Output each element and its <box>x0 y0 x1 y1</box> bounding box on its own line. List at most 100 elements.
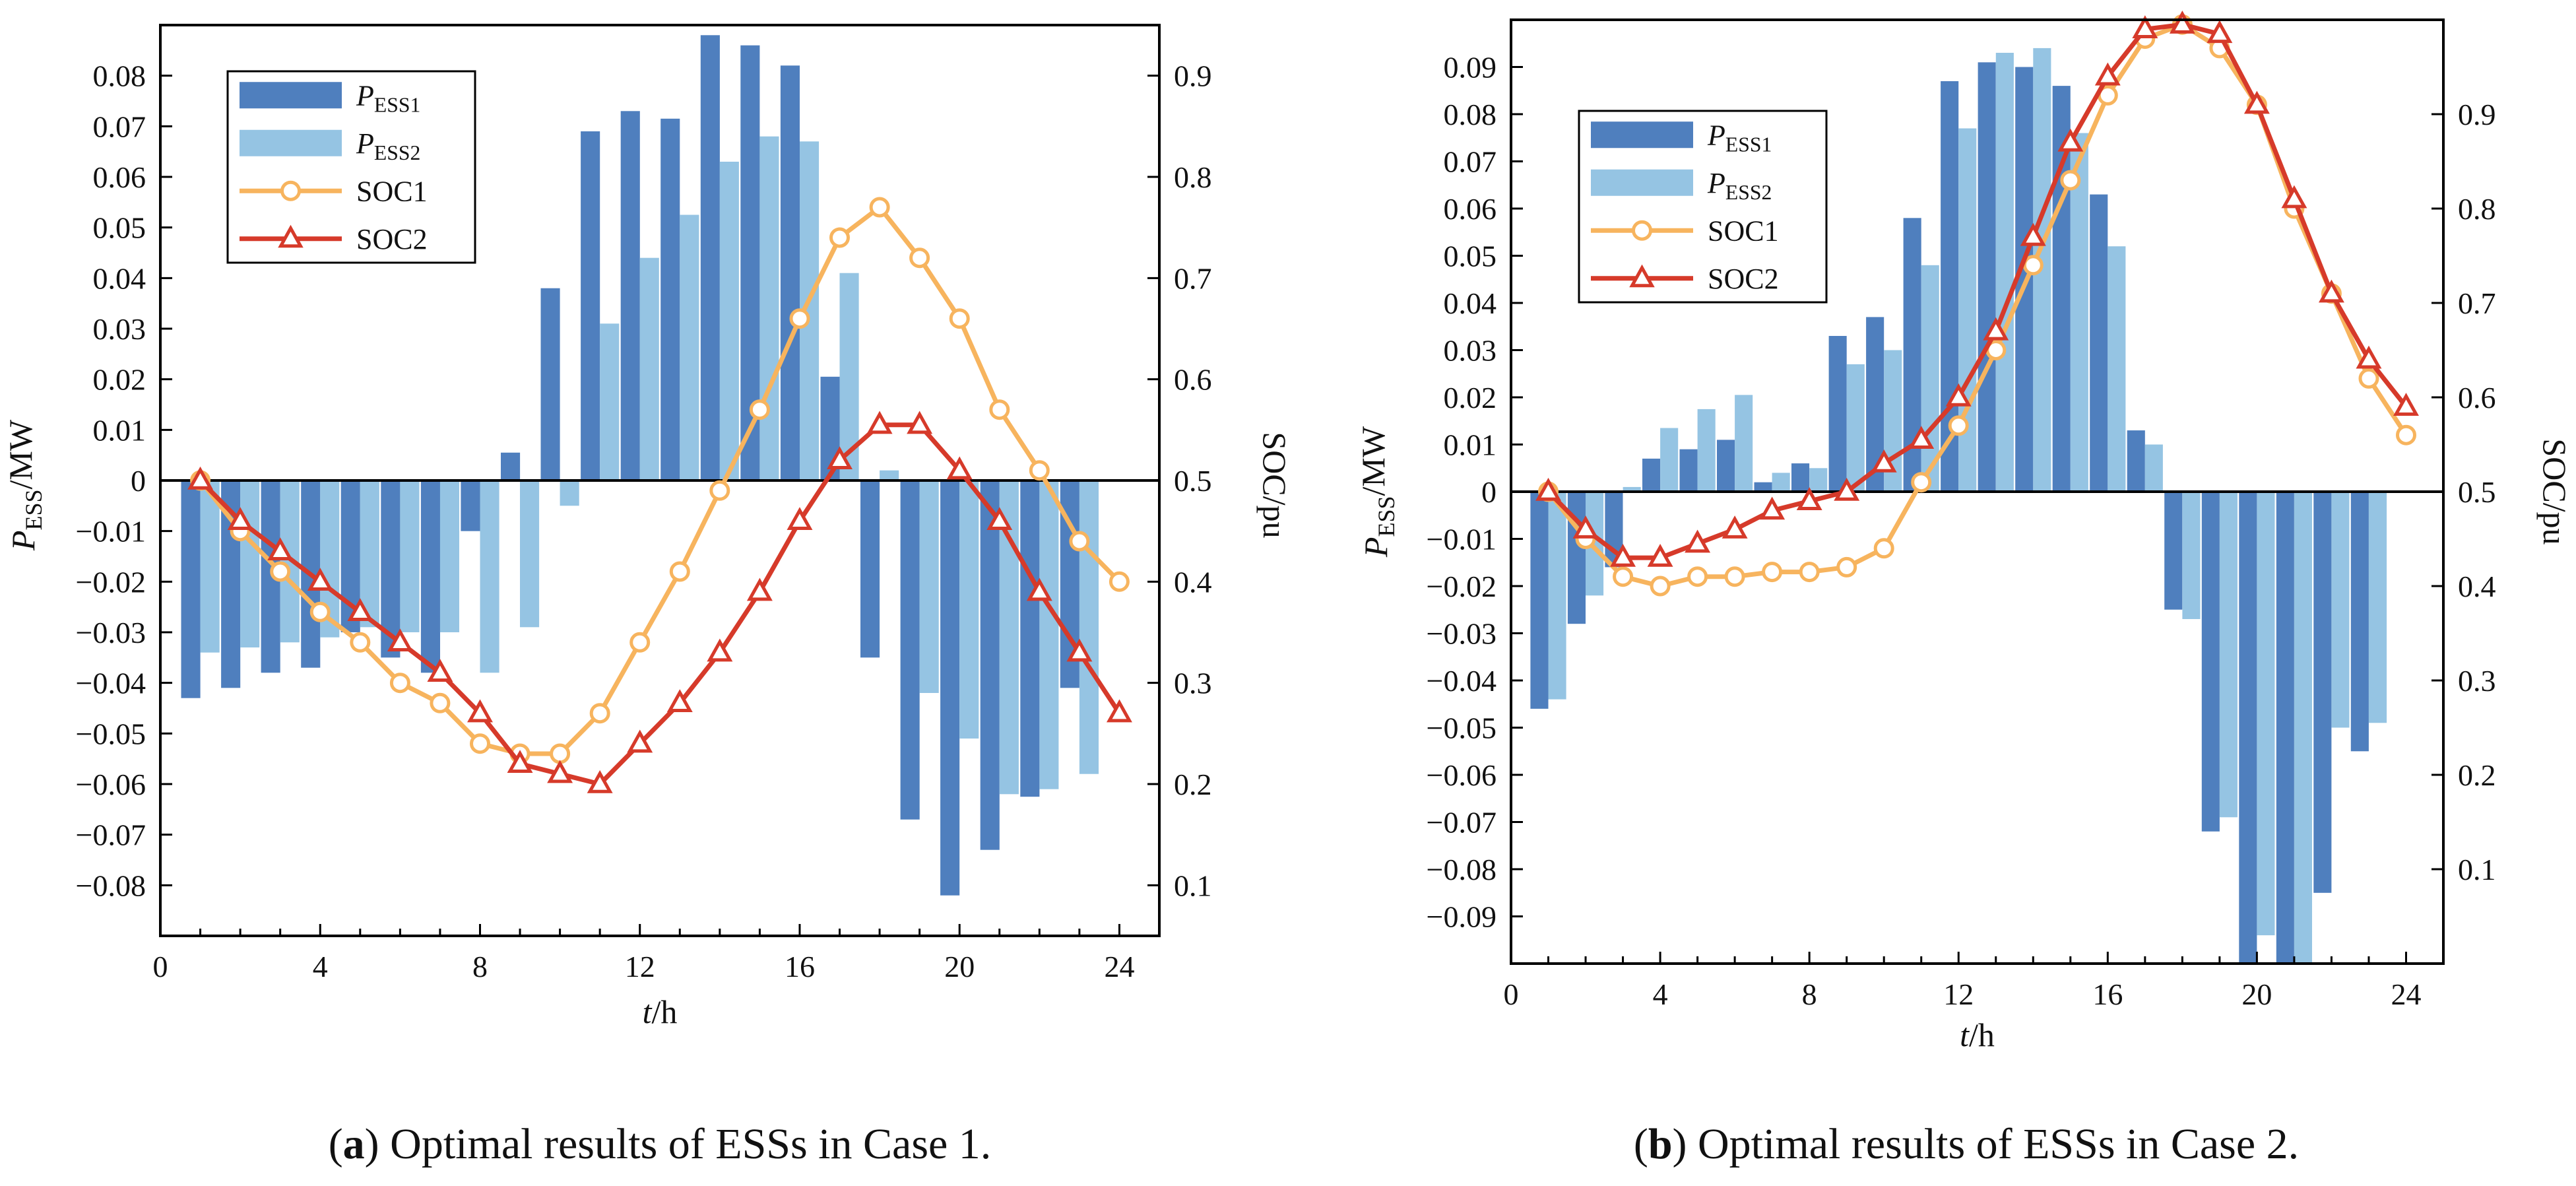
legend-label-pess2: PESS2 <box>1707 167 1772 204</box>
pess1-bar-6 <box>1717 440 1735 492</box>
y-right-tick-label: 0.4 <box>2458 570 2496 603</box>
pess2-bar-20 <box>959 480 979 739</box>
pess1-bar-10 <box>540 288 560 480</box>
soc1-point-3 <box>1613 566 1634 587</box>
pess1-bar-1 <box>181 480 201 698</box>
soc1-point-11 <box>1911 472 1932 493</box>
y-left-tick-label: 0.08 <box>93 59 146 93</box>
pess2-bar-19 <box>919 480 939 693</box>
pess1-bar-20 <box>940 480 960 896</box>
panel-a-caption: (a) Optimal results of ESSs in Case 1. <box>329 1120 992 1168</box>
legend-swatch-soc2 <box>1591 264 1693 288</box>
y-left-tick-label: −0.07 <box>1427 806 1497 840</box>
soc2-point-3 <box>1610 543 1636 567</box>
y-left-tick-label: 0.08 <box>1444 98 1497 131</box>
soc2-point-20 <box>946 456 973 480</box>
soc1-point-17 <box>829 227 850 248</box>
y-right-tick-label: 0.6 <box>1174 363 1212 397</box>
soc1-point-7 <box>1762 562 1783 583</box>
y-left-tick-label: −0.01 <box>1427 523 1497 556</box>
y-right-tick-label: 0.1 <box>2458 853 2496 886</box>
y-left-tick-label: 0.04 <box>93 261 146 295</box>
soc1-point-14 <box>709 480 730 501</box>
pess1-bar-1 <box>1530 492 1549 709</box>
pess1-bar-8 <box>461 480 480 531</box>
soc1-point-6 <box>1724 566 1745 587</box>
x-tick-label: 8 <box>472 950 488 983</box>
panel-a-x-axis-label: t/h <box>643 993 678 1030</box>
y-left-tick-label: −0.08 <box>76 869 146 902</box>
legend-label-soc1: SOC1 <box>356 175 428 207</box>
y-left-tick-label: −0.07 <box>76 818 146 852</box>
panel-a-chart: 0.08 0.07 0.06 0.05 0.04 0.03 0.02 0.01 0 −0.01 −0… <box>2 24 1293 1030</box>
legend-label-soc2: SOC2 <box>356 223 428 255</box>
pess1-bar-7 <box>420 480 440 673</box>
soc2-point-19 <box>2206 20 2233 44</box>
y-right-tick-label: 0.8 <box>2458 192 2496 226</box>
y-left-tick-label: 0.09 <box>1444 51 1497 84</box>
panel-a-y-axis-left-label: PESS/MW <box>2 419 47 551</box>
y-right-tick-label: 0.2 <box>2458 758 2496 792</box>
soc1-point-8 <box>470 733 490 754</box>
y-right-tick-label: 0.3 <box>2458 664 2496 698</box>
legend-label-pess1: PESS1 <box>356 79 420 116</box>
soc2-point-13 <box>1983 317 2009 341</box>
soc2-point-17 <box>827 446 853 470</box>
pess1-bar-18 <box>860 480 880 658</box>
pess2-bar-4 <box>1660 428 1679 492</box>
panel-a-caption-letter: a <box>343 1120 365 1168</box>
soc2-point-5 <box>347 598 373 622</box>
pess1-bar-12 <box>620 111 640 481</box>
pess1-bar-20 <box>2239 492 2257 964</box>
soc2-point-9 <box>507 750 533 774</box>
pess2-bar-18 <box>880 470 899 480</box>
pess2-bar-16 <box>2108 246 2126 492</box>
pess2-bar-13 <box>1995 53 2014 492</box>
pess1-bar-19 <box>2201 492 2220 832</box>
soc2-point-11 <box>587 770 613 793</box>
soc1-point-4 <box>1650 576 1671 597</box>
soc2-point-18 <box>866 411 893 434</box>
soc2-point-5 <box>1685 529 1711 553</box>
pess2-bar-2 <box>240 480 260 647</box>
pess2-bar-15 <box>759 136 779 480</box>
soc2-point-10 <box>547 760 573 783</box>
soc2-point-21 <box>2281 185 2307 209</box>
soc2-point-8 <box>1796 487 1822 510</box>
soc2-point-4 <box>307 568 333 591</box>
soc1-point-10 <box>550 743 571 764</box>
soc2-point-23 <box>2356 345 2382 369</box>
y-left-tick-label: −0.04 <box>76 667 146 700</box>
pess1-bar-16 <box>780 65 800 481</box>
pess1-bar-7 <box>1754 482 1772 492</box>
soc2-point-13 <box>666 689 693 713</box>
pess2-bar-21 <box>999 480 1019 795</box>
y-right-tick-label: 0.2 <box>1174 768 1212 801</box>
y-left-tick-label: −0.04 <box>1427 664 1497 698</box>
soc2-point-2 <box>1572 515 1599 539</box>
x-tick-label: 12 <box>625 950 655 983</box>
y-right-tick-label: 0.1 <box>1174 869 1212 902</box>
y-left-tick-label: −0.01 <box>76 515 146 548</box>
soc1-point-12 <box>629 632 651 653</box>
soc1-point-13 <box>669 561 690 582</box>
soc2-point-6 <box>387 628 413 652</box>
panel-b-caption-text: Optimal results of ESSs in Case 2. <box>1687 1120 2300 1168</box>
panel-a-y-axis-right-label: SOC/pu <box>1256 432 1293 538</box>
pess2-bar-9 <box>520 480 540 628</box>
y-left-tick-label: 0.05 <box>93 211 146 245</box>
soc2-point-3 <box>267 537 294 561</box>
y-left-tick-label: −0.09 <box>1427 900 1497 934</box>
panel-a-caption-text: Optimal results of ESSs in Case 1. <box>379 1120 992 1168</box>
pess2-bar-1 <box>200 480 220 653</box>
soc2-point-1 <box>187 466 214 490</box>
legend-label-pess1: PESS1 <box>1707 119 1772 156</box>
legend-swatch-pess2 <box>240 129 342 156</box>
pess1-bar-5 <box>1679 449 1698 492</box>
y-right-tick-label: 0.9 <box>1174 59 1212 93</box>
y-left-tick-label: 0.06 <box>93 160 146 194</box>
pess1-bar-4 <box>1642 458 1661 492</box>
legend-swatch-soc1 <box>240 180 342 201</box>
soc1-point-6 <box>389 673 410 694</box>
soc1-point-18 <box>869 197 890 218</box>
